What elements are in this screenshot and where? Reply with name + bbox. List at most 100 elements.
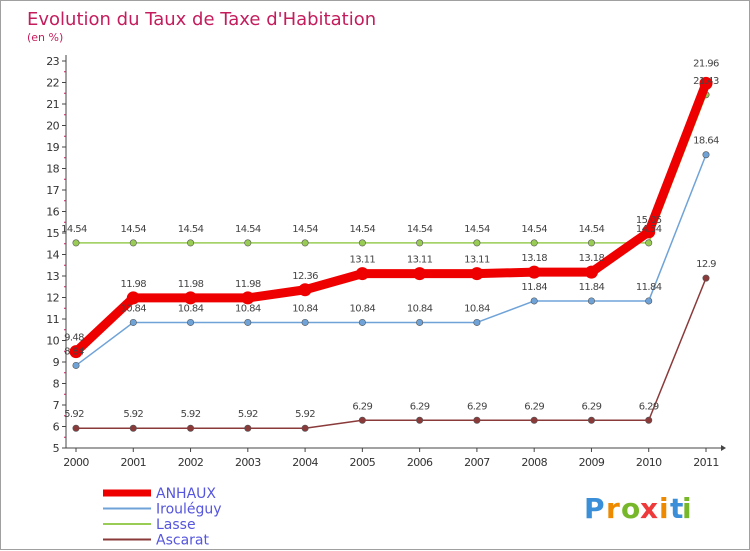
series-layer [69, 76, 713, 432]
data-label: 13.11 [464, 255, 490, 266]
data-point [645, 239, 653, 247]
logo-letter: x [640, 492, 658, 525]
series-lasse [72, 91, 710, 247]
data-label: 11.98 [235, 279, 261, 290]
data-point [470, 267, 484, 281]
y-tick-label: 5 [53, 442, 60, 455]
series-ascarat [72, 274, 710, 432]
legend-label: ANHAUX [156, 486, 216, 502]
data-label: 5.92 [123, 409, 143, 420]
data-point [187, 318, 195, 326]
y-tick-label: 10 [46, 335, 59, 348]
y-tick-label: 20 [46, 120, 59, 133]
y-tick-label: 6 [53, 421, 60, 434]
data-label: 21.96 [693, 58, 719, 69]
data-label: 6.29 [410, 401, 430, 412]
y-tick-label: 21 [46, 98, 59, 111]
series-line [75, 94, 707, 244]
data-point [645, 297, 653, 305]
y-tick-label: 13 [46, 270, 59, 283]
data-label: 14.54 [235, 224, 261, 235]
y-tick-label: 12 [46, 292, 59, 305]
data-point [72, 424, 80, 432]
legend-item-ascarat: Ascarat [103, 533, 209, 549]
y-tick-label: 18 [46, 163, 59, 176]
x-tick-label: 2000 [63, 456, 89, 469]
x-tick-label: 2001 [120, 456, 146, 469]
data-label: 15.05 [636, 215, 662, 226]
chart-title: Evolution du Taux de Taxe d'Habitation [27, 9, 376, 30]
data-label: 11.98 [120, 279, 146, 290]
data-point [244, 239, 252, 247]
data-point [298, 283, 312, 297]
x-tick-label: 2008 [521, 456, 547, 469]
data-label: 10.84 [235, 303, 261, 314]
data-label: 8.84 [64, 346, 84, 357]
y-tick-label: 16 [46, 206, 59, 219]
y-tick-label: 14 [46, 249, 59, 262]
data-point [129, 318, 137, 326]
data-label: 14.54 [464, 224, 490, 235]
data-label: 18.64 [693, 136, 719, 147]
data-point [416, 416, 424, 424]
data-point [129, 239, 137, 247]
data-point [355, 267, 369, 281]
series-line [75, 277, 707, 429]
data-label: 12.36 [292, 271, 318, 282]
data-label: 14.54 [350, 224, 376, 235]
data-label: 11.84 [579, 282, 605, 293]
chart-axes: 5 6 7 8 9 10 11 12 13 14 15 16 17 18 19 20 21 22 23 2000 200… [46, 55, 726, 469]
data-point [530, 416, 538, 424]
logo-letter: P [584, 492, 605, 525]
logo-letter: t [670, 492, 683, 525]
data-label: 5.92 [64, 409, 84, 420]
x-tick-label: 2007 [464, 456, 490, 469]
data-point [645, 416, 653, 424]
data-label: 10.84 [464, 303, 490, 314]
x-tick-label: 2011 [693, 456, 719, 469]
series-irouléguy [72, 151, 710, 369]
x-tick-label: 2003 [235, 456, 261, 469]
x-tick-label: 2010 [636, 456, 662, 469]
data-label: 6.29 [639, 401, 659, 412]
data-point [473, 318, 481, 326]
data-label: 6.29 [524, 401, 544, 412]
y-tick-label: 15 [46, 227, 59, 240]
data-label: 6.29 [467, 401, 487, 412]
data-point [187, 424, 195, 432]
y-tick-label: 23 [46, 55, 59, 68]
data-point [584, 265, 598, 279]
x-axis-arrow [721, 445, 726, 451]
data-label: 14.54 [407, 224, 433, 235]
legend-item-lasse: Lasse [103, 517, 196, 533]
chart-subtitle: (en %) [27, 31, 63, 44]
logo-letter: o [621, 492, 640, 525]
data-label: 12.9 [696, 259, 716, 270]
y-tick-label: 11 [46, 313, 59, 326]
data-label: 5.92 [181, 409, 201, 420]
legend-item-anhaux: ANHAUX [103, 486, 216, 502]
data-label: 10.84 [350, 303, 376, 314]
data-point [587, 239, 595, 247]
data-label: 13.11 [407, 255, 433, 266]
data-label: 10.84 [407, 303, 433, 314]
data-label: 14.54 [521, 224, 547, 235]
data-label: 10.84 [120, 303, 146, 314]
data-point [241, 291, 255, 305]
y-tick-label: 22 [46, 77, 59, 90]
data-label: 11.84 [636, 282, 662, 293]
data-point [699, 76, 713, 90]
data-label: 21.43 [693, 76, 719, 87]
y-tick-label: 19 [46, 141, 59, 154]
data-label: 14.54 [579, 224, 605, 235]
legend-item-irouléguy: Irouléguy [103, 502, 222, 518]
data-label: 5.92 [295, 409, 315, 420]
data-label: 14.54 [178, 224, 204, 235]
data-label: 14.54 [636, 224, 662, 235]
data-label: 9.48 [64, 333, 84, 344]
x-tick-label: 2004 [292, 456, 318, 469]
data-point [702, 274, 710, 282]
